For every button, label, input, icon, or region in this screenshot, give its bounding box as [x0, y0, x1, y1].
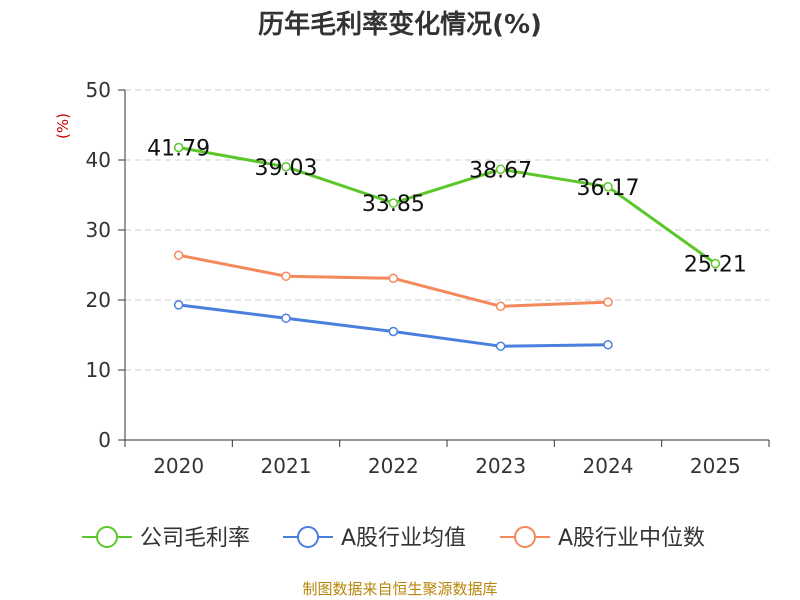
legend-marker	[96, 526, 118, 548]
x-tick-label: 2024	[583, 454, 634, 478]
series-line	[178, 145, 717, 265]
x-tick-label: 2022	[368, 454, 419, 478]
data-point	[281, 162, 291, 172]
data-point	[603, 297, 613, 307]
data-point	[388, 326, 399, 337]
data-label: 25.21	[684, 253, 747, 278]
y-tick-label: 0	[98, 428, 111, 452]
data-point	[281, 313, 291, 323]
data-point	[603, 340, 613, 350]
data-label: 41.79	[147, 136, 210, 161]
data-point	[388, 273, 399, 284]
y-tick-label: 20	[86, 288, 111, 312]
x-tick-label: 2025	[690, 454, 741, 478]
data-label: 33.85	[362, 192, 425, 217]
x-tick-label: 2020	[153, 454, 204, 478]
y-tick-label: 50	[86, 78, 111, 102]
y-tick-label: 40	[86, 148, 111, 172]
legend-label: 公司毛利率	[140, 526, 250, 551]
data-point	[710, 258, 721, 269]
data-point	[388, 198, 399, 208]
legend-label: A股行业中位数	[558, 526, 705, 551]
legend-marker	[297, 526, 319, 548]
data-point	[173, 142, 184, 153]
data-label: 39.03	[255, 156, 318, 181]
legend-label: A股行业均值	[341, 526, 466, 551]
data-point	[173, 250, 184, 260]
data-point	[495, 164, 506, 175]
data-point	[173, 300, 184, 310]
legend-marker	[514, 526, 536, 548]
source-note: 制图数据来自恒生聚源数据库	[302, 580, 498, 598]
data-point	[495, 301, 506, 312]
data-label: 36.17	[577, 176, 640, 201]
chart-title: 历年毛利率变化情况(%)	[258, 10, 542, 40]
x-tick-label: 2021	[261, 454, 312, 478]
y-axis-label: (%)	[54, 113, 72, 139]
series-line	[178, 303, 609, 348]
y-tick-label: 30	[86, 218, 111, 242]
data-point	[603, 182, 613, 192]
y-tick-label: 10	[86, 358, 111, 382]
data-label: 38.67	[469, 158, 532, 183]
data-point	[495, 341, 506, 351]
x-tick-label: 2023	[475, 454, 526, 478]
data-point	[281, 271, 291, 281]
